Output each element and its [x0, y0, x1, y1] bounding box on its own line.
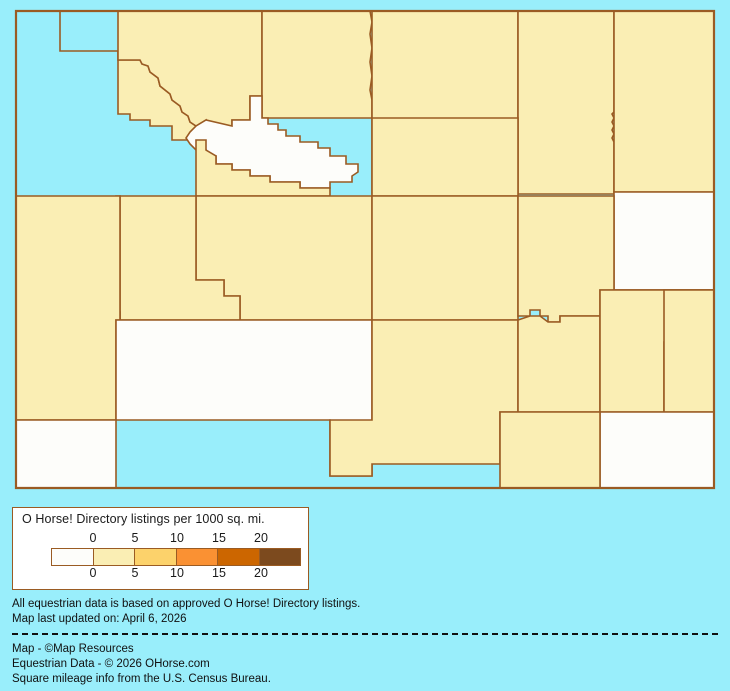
footer-map-credit: Map - ©Map Resources	[12, 643, 134, 655]
footer-last-updated: Map last updated on: April 6, 2026	[12, 613, 187, 625]
county-uinta[interactable]	[15, 419, 117, 489]
legend-tick-top-2: 10	[170, 531, 184, 545]
county-layer	[16, 10, 715, 291]
county-johnson[interactable]	[371, 117, 519, 197]
legend-tick-bottom-1: 5	[131, 566, 139, 580]
county-carbon-south[interactable]	[499, 411, 601, 489]
state-border-wyoming	[14, 9, 716, 490]
legend-tick-bottom-4: 20	[254, 566, 268, 580]
county-laramie[interactable]	[599, 411, 715, 489]
legend-swatch-1[interactable]	[93, 549, 135, 565]
county-natrona[interactable]	[371, 195, 519, 321]
map-legend: O Horse! Directory listings per 1000 sq.…	[12, 507, 309, 590]
county-layer-south	[329, 289, 715, 489]
legend-ticks-top: 0 5 10 15 20	[13, 531, 310, 547]
county-lincoln[interactable]	[15, 195, 121, 421]
county-goshen[interactable]	[663, 289, 715, 413]
legend-title: O Horse! Directory listings per 1000 sq.…	[22, 512, 265, 526]
county-layer-mid	[185, 95, 519, 321]
county-albany[interactable]	[517, 315, 601, 413]
county-weston[interactable]	[613, 191, 715, 291]
footer-data-source-note: All equestrian data is based on approved…	[12, 598, 361, 610]
county-washakie[interactable]	[195, 139, 331, 197]
footer-notes: All equestrian data is based on approved…	[12, 597, 722, 687]
legend-tick-bottom-2: 10	[170, 566, 184, 580]
legend-tick-top-3: 15	[212, 531, 226, 545]
county-sheridan[interactable]	[261, 10, 373, 119]
legend-swatch-0[interactable]	[52, 549, 94, 565]
legend-tick-top-0: 0	[89, 531, 97, 545]
county-crook-east[interactable]	[613, 10, 715, 193]
legend-swatch-4[interactable]	[218, 549, 260, 565]
county-crook[interactable]	[517, 10, 615, 195]
legend-swatch-2[interactable]	[135, 549, 177, 565]
wyoming-map-svg[interactable]	[0, 0, 730, 500]
legend-swatch-5[interactable]	[259, 549, 300, 565]
legend-tick-top-1: 5	[131, 531, 139, 545]
legend-ticks-bottom: 0 5 10 15 20	[13, 566, 310, 582]
footer-equestrian-data-credit: Equestrian Data - © 2026 OHorse.com	[12, 658, 210, 670]
legend-tick-bottom-3: 15	[212, 566, 226, 580]
state-outline	[14, 9, 716, 490]
legend-tick-bottom-0: 0	[89, 566, 97, 580]
footer-square-mileage-credit: Square mileage info from the U.S. Census…	[12, 673, 271, 685]
legend-tick-top-4: 20	[254, 531, 268, 545]
footer-divider	[12, 633, 718, 636]
choropleth-map[interactable]	[0, 0, 730, 500]
legend-swatch-3[interactable]	[176, 549, 218, 565]
county-layer-sw	[15, 195, 373, 489]
legend-color-ramp[interactable]	[51, 548, 301, 566]
